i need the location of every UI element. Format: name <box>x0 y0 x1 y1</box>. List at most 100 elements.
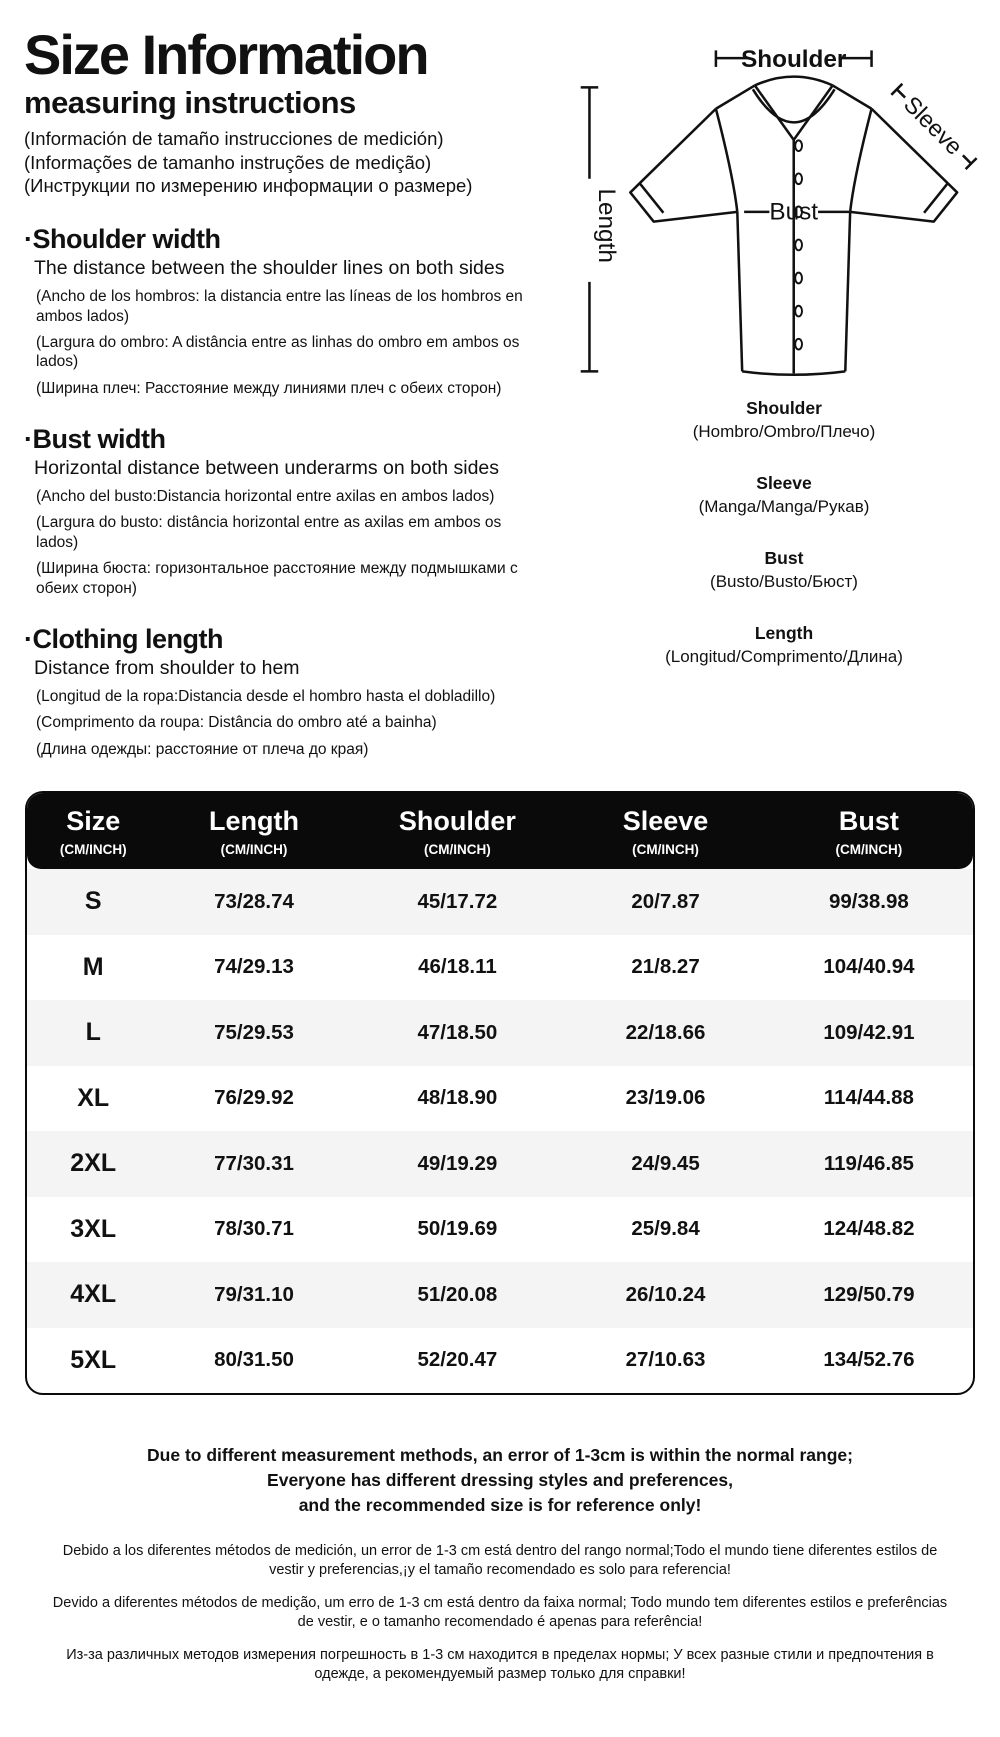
disclaimer: Due to different measurement methods, an… <box>0 1443 1000 1684</box>
shoulder-cell: 47/18.50 <box>417 1020 498 1044</box>
sleeve-cell: 21/8.27 <box>631 955 700 979</box>
column-header-sleeve: Sleeve (CM/INCH) <box>566 806 765 857</box>
length-cell: 73/28.74 <box>214 889 294 913</box>
shoulder-cell: 45/17.72 <box>417 889 498 913</box>
section-translation-pt: (Comprimento da roupa: Distância do ombr… <box>36 714 437 732</box>
section-translation-ru: (Ширина бюста: горизонтальное расстояние… <box>36 560 518 597</box>
section-description: Horizontal distance between underarms on… <box>34 457 500 479</box>
section-translation-es: (Ancho del busto:Distancia horizontal en… <box>36 488 495 505</box>
shirt-measurement-diagram-icon: Shoulder <box>580 46 978 377</box>
diagram-column: Shoulder <box>570 26 998 759</box>
table-row: L 75/29.53 47/18.50 22/18.66 109/42.91 <box>27 1000 973 1066</box>
title-translations: (Información de tamaño instrucciones de … <box>24 127 570 198</box>
sleeve-cell: 23/19.06 <box>625 1086 706 1110</box>
column-label: Size <box>66 806 121 836</box>
section-shoulder-width: ·Shoulder width The distance between the… <box>24 224 570 398</box>
shoulder-label: Shoulder <box>741 46 847 73</box>
table-row: S 73/28.74 45/17.72 20/7.87 99/38.98 <box>27 869 973 935</box>
bust-cell: 109/42.91 <box>823 1020 915 1044</box>
bust-marker: Bust <box>744 199 850 226</box>
legend-translation: (Manga/Manga/Рукав) <box>698 497 870 516</box>
bust-cell: 104/40.94 <box>823 955 915 979</box>
section-heading: ·Bust width <box>24 424 166 454</box>
section-description: The distance between the shoulder lines … <box>34 257 505 280</box>
measurement-legend: Shoulder (Hombro/Ombro/Плечо) Sleeve (Ma… <box>570 398 998 667</box>
title-translation-es: (Información de tamaño instrucciones de … <box>24 128 444 150</box>
bust-cell: 114/44.88 <box>823 1086 914 1110</box>
length-cell: 74/29.13 <box>214 955 294 979</box>
section-heading: ·Clothing length <box>24 623 223 654</box>
column-label: Bust <box>838 806 899 836</box>
title-translation-ru: (Инструкции по измерению информации о ра… <box>24 175 473 197</box>
disclaimer-line: and the recommended size is for referenc… <box>298 1494 702 1515</box>
disclaimer-english: Due to different measurement methods, an… <box>0 1443 1000 1518</box>
section-description: Distance from shoulder to hem <box>34 656 300 679</box>
length-cell: 80/31.50 <box>214 1348 294 1372</box>
length-cell: 79/31.10 <box>214 1282 294 1306</box>
buttons <box>794 139 803 351</box>
sleeve-cell: 22/18.66 <box>625 1020 706 1044</box>
table-row: 2XL 77/30.31 49/19.29 24/9.45 119/46.85 <box>27 1131 973 1197</box>
column-header-size: Size (CM/INCH) <box>27 806 159 857</box>
length-cell: 76/29.92 <box>214 1086 294 1110</box>
shoulder-cell: 51/20.08 <box>417 1282 498 1306</box>
length-cell: 75/29.53 <box>214 1020 294 1044</box>
column-label: Shoulder <box>398 806 516 836</box>
bust-cell: 124/48.82 <box>823 1217 915 1241</box>
bust-cell: 134/52.76 <box>823 1348 915 1372</box>
column-header-length: Length (CM/INCH) <box>159 806 348 857</box>
bust-label: Bust <box>769 199 818 226</box>
legend-term: Sleeve <box>756 473 812 493</box>
sleeve-marker: Sleeve <box>890 82 978 170</box>
section-translation-es: (Ancho de los hombros: la distancia entr… <box>36 288 523 325</box>
section-bust-width: ·Bust width Horizontal distance between … <box>24 424 570 598</box>
length-label: Length <box>593 189 620 263</box>
size-cell: 5XL <box>70 1345 117 1374</box>
table-row: 4XL 79/31.10 51/20.08 26/10.24 129/50.79 <box>27 1262 973 1328</box>
legend-translation: (Busto/Busto/Бюст) <box>710 572 858 591</box>
table-header-row: Size (CM/INCH) Length (CM/INCH) Shoulder… <box>27 793 973 869</box>
bust-cell: 119/46.85 <box>823 1151 914 1175</box>
legend-term: Bust <box>764 548 804 568</box>
column-header-shoulder: Shoulder (CM/INCH) <box>349 806 567 857</box>
legend-term: Shoulder <box>746 398 822 418</box>
shoulder-cell: 48/18.90 <box>417 1086 498 1110</box>
column-label: Sleeve <box>622 806 709 836</box>
sleeve-cell: 25/9.84 <box>631 1217 700 1241</box>
top-section: Size Information measuring instructions … <box>0 0 1000 759</box>
size-cell: 3XL <box>70 1214 117 1243</box>
length-marker: Length <box>580 86 620 373</box>
length-cell: 77/30.31 <box>214 1151 294 1175</box>
shoulder-cell: 49/19.29 <box>417 1151 498 1175</box>
sleeve-label: Sleeve <box>899 91 968 160</box>
legend-term: Length <box>754 623 814 643</box>
length-cell: 78/30.71 <box>214 1217 294 1241</box>
column-unit: (CM/INCH) <box>424 842 491 857</box>
page-subtitle: measuring instructions <box>24 85 356 121</box>
sleeve-cell: 20/7.87 <box>631 889 700 913</box>
column-unit: (CM/INCH) <box>632 842 699 857</box>
section-heading: ·Shoulder width <box>24 224 221 255</box>
table-row: 5XL 80/31.50 52/20.47 27/10.63 134/52.76 <box>27 1328 973 1394</box>
size-cell: L <box>85 1018 101 1047</box>
sleeve-cell: 27/10.63 <box>625 1348 706 1372</box>
bust-cell: 99/38.98 <box>829 889 909 913</box>
legend-sleeve: Sleeve (Manga/Manga/Рукав) <box>570 473 998 517</box>
legend-translation: (Hombro/Ombro/Плечо) <box>692 422 876 441</box>
size-cell: XL <box>77 1083 110 1112</box>
disclaimer-spanish: Debido a los diferentes métodos de medic… <box>62 1542 938 1578</box>
size-cell: S <box>84 887 102 916</box>
disclaimer-line: Due to different measurement methods, an… <box>147 1445 853 1465</box>
column-label: Length <box>209 806 300 836</box>
sleeve-cell: 24/9.45 <box>631 1151 700 1175</box>
size-cell: M <box>82 952 104 981</box>
column-header-bust: Bust (CM/INCH) <box>765 806 973 857</box>
size-cell: 4XL <box>70 1280 117 1309</box>
section-clothing-length: ·Clothing length Distance from shoulder … <box>24 624 570 759</box>
column-unit: (CM/INCH) <box>835 842 903 857</box>
sleeve-cell: 26/10.24 <box>625 1282 706 1306</box>
table-row: XL 76/29.92 48/18.90 23/19.06 114/44.88 <box>27 1066 973 1132</box>
shoulder-cell: 52/20.47 <box>417 1348 498 1372</box>
disclaimer-line: Everyone has different dressing styles a… <box>267 1469 733 1490</box>
section-translation-pt: (Largura do ombro: A distância entre as … <box>36 333 520 371</box>
